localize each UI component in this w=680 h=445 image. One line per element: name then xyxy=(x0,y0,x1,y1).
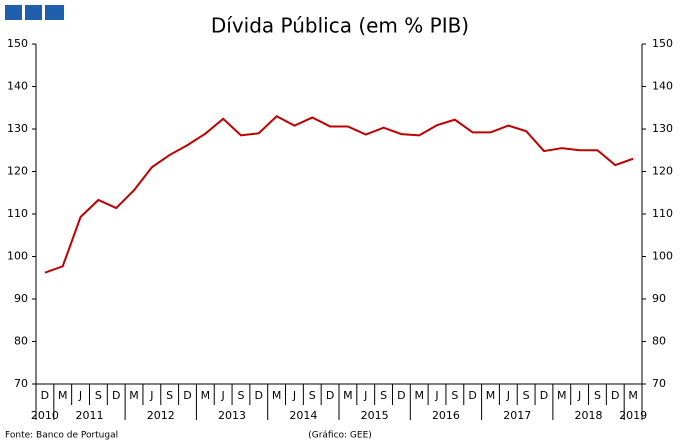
x-tick-label: S xyxy=(380,389,387,402)
x-tick-label: S xyxy=(95,389,102,402)
y2-tick-label: 140 xyxy=(652,80,673,93)
x-tick-label: M xyxy=(272,389,282,402)
y2-tick-label: 90 xyxy=(652,292,666,305)
y2-tick-label: 80 xyxy=(652,335,666,348)
x-tick-label: D xyxy=(255,389,263,402)
x-tick-label: M xyxy=(486,389,496,402)
x-tick-label: M xyxy=(201,389,211,402)
y2-tick-label: 100 xyxy=(652,250,673,263)
x-tick-label: S xyxy=(166,389,173,402)
x-tick-label: D xyxy=(540,389,548,402)
x-tick-label: J xyxy=(221,389,225,402)
y2-tick-label: 110 xyxy=(652,207,673,220)
x-tick-label: S xyxy=(523,389,530,402)
year-label: 2017 xyxy=(503,409,531,422)
x-tick-label: M xyxy=(129,389,139,402)
x-tick-label: D xyxy=(112,389,120,402)
y-tick-label: 90 xyxy=(14,292,28,305)
x-tick-label: S xyxy=(309,389,316,402)
x-tick-label: J xyxy=(363,389,367,402)
credit-note: (Gráfico: GEE) xyxy=(308,431,372,441)
year-label: 2019 xyxy=(619,409,647,422)
x-tick-label: M xyxy=(414,389,424,402)
x-tick-label: D xyxy=(468,389,476,402)
x-tick-label: D xyxy=(183,389,191,402)
x-tick-label: S xyxy=(451,389,458,402)
x-tick-label: J xyxy=(506,389,510,402)
year-label: 2018 xyxy=(575,409,603,422)
year-label: 2011 xyxy=(75,409,103,422)
y-tick-label: 130 xyxy=(7,122,28,135)
x-tick-label: J xyxy=(434,389,438,402)
y-tick-label: 70 xyxy=(14,377,28,390)
logo-block xyxy=(45,5,64,20)
y2-tick-label: 120 xyxy=(652,165,673,178)
x-tick-label: M xyxy=(628,389,638,402)
y-tick-label: 100 xyxy=(7,250,28,263)
y2-tick-label: 70 xyxy=(652,377,666,390)
x-tick-label: M xyxy=(557,389,567,402)
year-label: 2013 xyxy=(218,409,246,422)
x-tick-label: S xyxy=(594,389,601,402)
source-note: Fonte: Banco de Portugal xyxy=(5,431,118,441)
y-tick-label: 150 xyxy=(7,37,28,50)
x-tick-label: M xyxy=(58,389,68,402)
x-tick-label: D xyxy=(397,389,405,402)
logo-block xyxy=(5,5,22,20)
x-tick-label: S xyxy=(237,389,244,402)
year-label: 2010 xyxy=(31,409,59,422)
x-tick-label: J xyxy=(149,389,153,402)
year-label: 2012 xyxy=(147,409,175,422)
y-tick-label: 110 xyxy=(7,207,28,220)
y-tick-label: 140 xyxy=(7,80,28,93)
y-tick-label: 120 xyxy=(7,165,28,178)
x-tick-label: D xyxy=(41,389,49,402)
x-tick-label: J xyxy=(78,389,82,402)
y-tick-label: 80 xyxy=(14,335,28,348)
year-label: 2015 xyxy=(361,409,389,422)
x-tick-label: J xyxy=(292,389,296,402)
y2-tick-label: 150 xyxy=(652,37,673,50)
x-tick-label: J xyxy=(577,389,581,402)
chart-title: Dívida Pública (em % PIB) xyxy=(211,14,469,38)
y2-tick-label: 130 xyxy=(652,122,673,135)
year-label: 2016 xyxy=(432,409,460,422)
x-tick-label: D xyxy=(611,389,619,402)
data-line xyxy=(44,115,634,274)
x-tick-label: D xyxy=(326,389,334,402)
logo-block xyxy=(25,5,42,20)
x-tick-label: M xyxy=(343,389,353,402)
year-label: 2014 xyxy=(289,409,317,422)
